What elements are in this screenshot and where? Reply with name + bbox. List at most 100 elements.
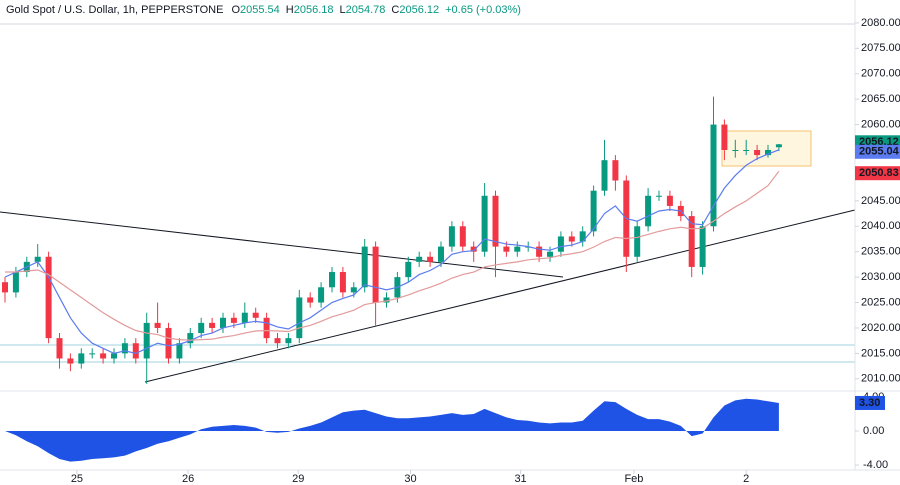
candle-body	[481, 195, 488, 252]
x-tick-label: 26	[182, 473, 194, 485]
drawings	[0, 0, 900, 471]
y-tick-label: 2020.00	[861, 322, 900, 334]
candle-body	[45, 256, 52, 339]
candle-body	[427, 256, 434, 262]
candle-body	[590, 190, 597, 232]
candle-body	[241, 312, 248, 323]
candle-body	[503, 246, 510, 252]
candle-body	[536, 246, 543, 257]
candle-body	[198, 322, 205, 334]
header: Gold Spot / U.S. Dollar, 1h, PEPPERSTONE…	[6, 4, 521, 16]
candle-body	[252, 312, 259, 318]
candle-body	[383, 297, 390, 303]
candle-body	[448, 226, 455, 247]
candle-body	[220, 317, 226, 328]
y-tick-label: 2045.00	[861, 195, 900, 207]
candle-body	[176, 343, 183, 359]
symbol: Gold Spot / U.S. Dollar, 1h, PEPPERSTONE	[6, 4, 223, 16]
y-tick-label: 2010.00	[861, 373, 900, 385]
candle-body	[230, 317, 237, 323]
ohlc-key: H	[286, 4, 294, 16]
range-box	[721, 130, 812, 167]
candle-body	[721, 124, 728, 150]
x-tick-label: 31	[514, 473, 526, 485]
candle-body	[339, 272, 346, 293]
indicator-badge: 3.30	[859, 397, 880, 409]
ohlc-key: L	[340, 4, 346, 16]
indicator-tick-label: -4.00	[863, 459, 888, 471]
candle-body	[165, 327, 172, 359]
oscillator-area	[5, 398, 779, 462]
candle-body	[132, 343, 139, 359]
candle-body	[2, 282, 8, 293]
candle-body	[143, 322, 150, 359]
x-tick-label: 29	[292, 473, 304, 485]
candle-body	[111, 353, 117, 359]
ma-value: 2055.04	[859, 146, 900, 158]
candle-body	[775, 144, 782, 148]
candle-body	[688, 216, 695, 267]
y-tick-label: 2035.00	[861, 246, 900, 258]
x-tick-label: 25	[71, 473, 83, 485]
ohlc-value: 2056.12	[399, 4, 439, 16]
ma-value-bg	[855, 144, 900, 159]
ma-value-bg	[855, 166, 900, 181]
candle-body	[645, 195, 652, 227]
candle-body	[557, 236, 564, 252]
candle-body	[12, 272, 19, 293]
candle-body	[416, 256, 423, 262]
candle-body	[601, 160, 608, 191]
ohlc-key: O	[231, 4, 240, 16]
candle-body	[350, 287, 357, 293]
y-tick-label: 2060.00	[861, 118, 900, 130]
candle-body	[89, 353, 96, 355]
indicator-tick-label: 0.00	[863, 425, 884, 437]
candle-body	[710, 124, 717, 227]
candle-body	[307, 297, 314, 303]
moving-average	[4, 149, 780, 355]
candle-body	[56, 338, 63, 359]
ohlc-value: 2054.78	[346, 4, 386, 16]
candle-body	[274, 338, 281, 344]
candle-body	[121, 343, 128, 354]
candle-body	[568, 236, 575, 242]
candle-body	[329, 272, 335, 288]
candle-body	[34, 256, 41, 262]
candle-body	[470, 246, 477, 252]
candle-body	[666, 195, 673, 206]
y-tick-label: 2025.00	[861, 296, 900, 308]
ma-value: 2050.83	[859, 167, 899, 179]
candle-body	[612, 160, 619, 181]
ohlc-key: C	[391, 4, 399, 16]
y-tick-label: 2040.00	[861, 220, 900, 232]
candle-body	[100, 353, 107, 359]
candle-body	[285, 338, 292, 344]
trend-line	[144, 209, 856, 383]
candle-body	[459, 226, 466, 247]
x-tick-label: 2	[743, 473, 749, 485]
candle-body	[699, 226, 706, 267]
candle-body	[209, 322, 216, 328]
candle-body	[579, 231, 586, 242]
y-tick-label: 2075.00	[861, 42, 900, 54]
indicator-badge-bg	[855, 395, 885, 410]
y-tick-label: 2065.00	[861, 93, 900, 105]
y-tick-label: 2080.00	[861, 17, 900, 29]
candle-body	[514, 246, 521, 252]
candle-body	[656, 195, 662, 197]
ohlc-value: 2056.18	[294, 4, 334, 16]
candle-body	[634, 226, 641, 257]
candle-body	[263, 317, 270, 339]
y-tick-label: 2070.00	[861, 68, 900, 80]
candle-body	[765, 150, 771, 156]
candle-body	[547, 251, 553, 257]
x-tick-label: Feb	[624, 473, 643, 485]
candle-body	[296, 297, 303, 339]
candle-body	[438, 246, 444, 262]
trend-line	[0, 211, 564, 278]
y-tick-label: 2015.00	[861, 347, 900, 359]
change: +0.65 (+0.03%)	[445, 4, 521, 16]
candle-body	[78, 353, 85, 364]
candle-body	[372, 246, 379, 303]
